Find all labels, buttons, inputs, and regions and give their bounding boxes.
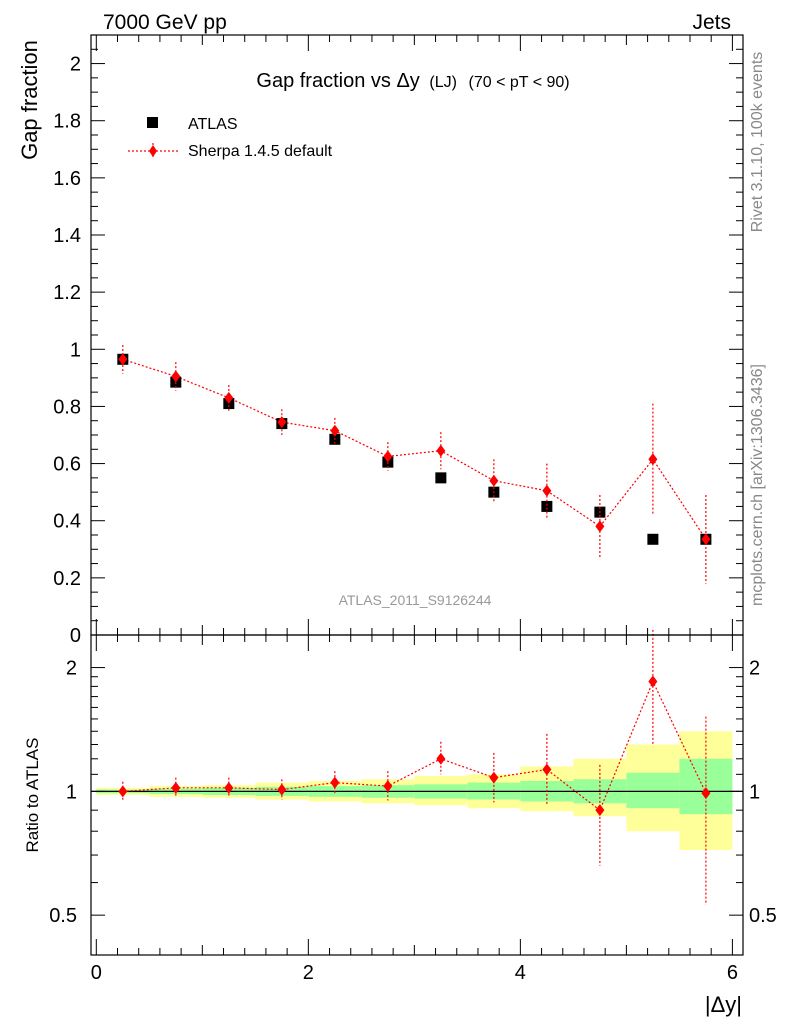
ratio-sherpa-point <box>489 771 499 784</box>
ratio-y-tick-label: 2 <box>66 658 77 680</box>
ratio-sherpa-point <box>595 804 605 817</box>
ratio-sherpa-point <box>224 781 234 794</box>
ratio-sherpa-point <box>277 783 287 796</box>
legend: ATLAS Sherpa 1.4.5 default <box>128 116 333 160</box>
analysis-watermark: ATLAS_2011_S9126244 <box>339 592 492 608</box>
sherpa-point <box>648 453 658 466</box>
sherpa-point <box>489 474 499 487</box>
x-tick-label: 2 <box>303 962 314 984</box>
ratio-sherpa-point <box>648 675 658 688</box>
main-y-tick-label: 1.2 <box>53 282 81 304</box>
ratio-inner-band <box>626 772 680 809</box>
main-y-tick-label: 1.8 <box>53 111 81 133</box>
ratio-sherpa-point <box>171 781 181 794</box>
sherpa-point <box>383 450 393 463</box>
main-y-axis-title: Gap fraction <box>17 40 42 160</box>
ratio-y-tick-label-right: 2 <box>749 658 760 680</box>
legend-sherpa-label: Sherpa 1.4.5 default <box>188 143 333 160</box>
header-left: 7000 GeV pp <box>103 11 227 34</box>
main-panel-title: Gap fraction vs Δy (LJ) (70 < pT < 90) <box>256 70 569 92</box>
main-y-tick-label: 0.6 <box>53 454 81 476</box>
sherpa-point <box>542 484 552 497</box>
sherpa-point <box>330 424 340 437</box>
ratio-sherpa-point <box>118 785 128 798</box>
ratio-panel-frame <box>90 634 744 956</box>
main-y-tick-label: 1 <box>70 339 81 361</box>
legend-sherpa-marker <box>149 145 157 157</box>
x-axis-title: |Δy| <box>705 992 742 1017</box>
main-y-tick-label: 1.4 <box>53 225 81 247</box>
sherpa-point <box>118 353 128 366</box>
ratio-y-tick-label: 0.5 <box>49 905 77 927</box>
main-title-range: (70 < pT < 90) <box>469 74 570 91</box>
atlas-point <box>647 533 659 545</box>
legend-atlas-marker <box>147 117 158 128</box>
sherpa-point <box>171 370 181 383</box>
ratio-sherpa-point <box>330 776 340 789</box>
main-y-tick-label: 2 <box>70 54 81 76</box>
ratio-y-tick-label: 1 <box>66 781 77 803</box>
main-title-text: Gap fraction vs Δy <box>256 70 419 92</box>
main-title-suffix: (LJ) <box>429 74 457 91</box>
ratio-y-tick-label-right: 0.5 <box>749 905 777 927</box>
x-tick-label: 6 <box>727 962 738 984</box>
ratio-panel-data <box>118 629 711 905</box>
axes: 0 0.2 0.4 0.6 0.8 1 1.2 1.4 1.6 1.8 2 0 2 4 6 0.5 0.5 1 1 2… <box>49 34 777 984</box>
main-y-tick-label: 0.8 <box>53 396 81 418</box>
main-panel-data <box>117 345 712 584</box>
atlas-point <box>541 500 553 512</box>
sherpa-point <box>701 533 711 546</box>
sherpa-point <box>224 391 234 404</box>
ratio-uncertainty-bands <box>91 731 743 851</box>
x-tick-label: 4 <box>515 962 526 984</box>
ratio-sherpa-line <box>122 680 707 812</box>
ratio-y-tick-label-right: 1 <box>749 781 760 803</box>
sherpa-point <box>436 444 446 457</box>
x-tick-label: 0 <box>91 962 102 984</box>
ratio-sherpa-point <box>701 787 711 800</box>
main-y-tick-label: 1.6 <box>53 168 81 190</box>
atlas-point <box>435 472 447 484</box>
ratio-sherpa-point <box>542 763 552 776</box>
header-right: Jets <box>692 11 731 34</box>
main-y-tick-label: 0.4 <box>53 511 81 533</box>
rivet-version-label: Rivet 3.1.10, 100k events <box>749 52 766 233</box>
legend-atlas-label: ATLAS <box>188 116 238 133</box>
mcplots-label: mcplots.cern.ch [arXiv:1306.3436] <box>749 364 766 606</box>
ratio-sherpa-point <box>383 780 393 793</box>
sherpa-point <box>595 520 605 533</box>
sherpa-point <box>277 416 287 429</box>
main-y-tick-label: 0 <box>70 625 81 647</box>
main-y-tick-label: 0.2 <box>53 568 81 590</box>
ratio-sherpa-point <box>436 752 446 765</box>
sherpa-line <box>122 358 707 540</box>
ratio-y-axis-title: Ratio to ATLAS <box>23 738 42 853</box>
